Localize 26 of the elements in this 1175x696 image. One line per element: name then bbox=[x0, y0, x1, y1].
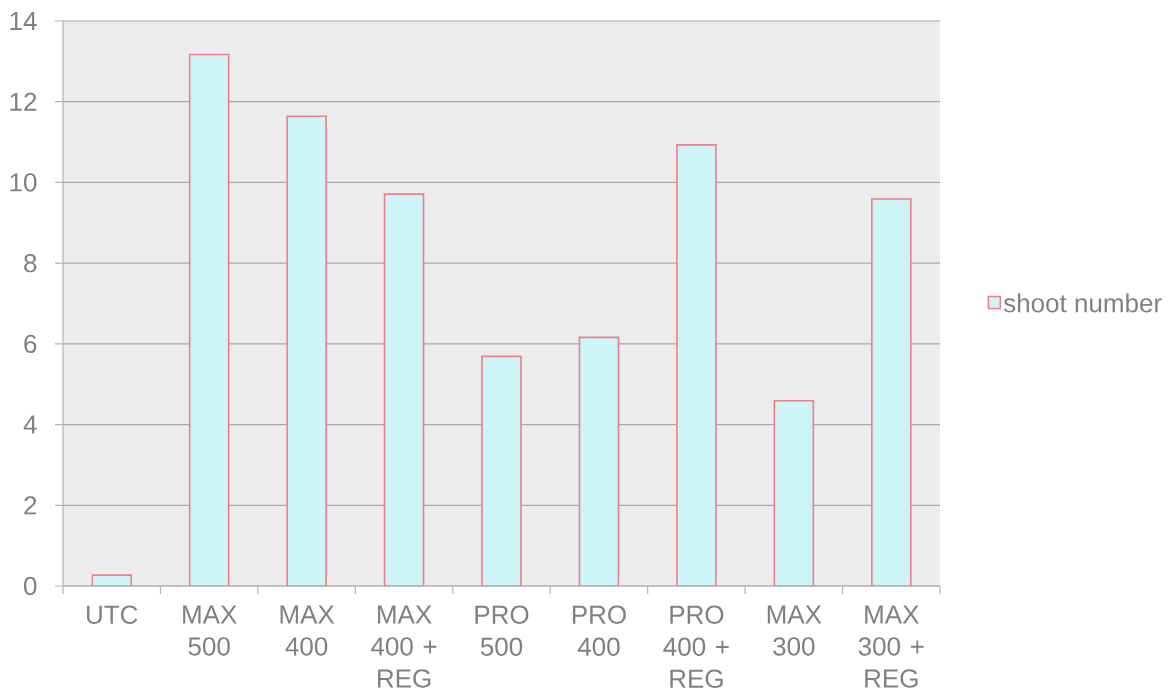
y-tick-label: 2 bbox=[24, 496, 37, 515]
bar bbox=[871, 198, 912, 586]
x-tick-label: PRO 500 bbox=[475, 605, 529, 656]
x-tick-label: MAX 500 bbox=[183, 605, 237, 656]
y-tick-label: 12 bbox=[10, 92, 37, 111]
bar bbox=[481, 355, 522, 586]
y-tick-label: 0 bbox=[24, 576, 37, 596]
bar bbox=[578, 336, 620, 586]
x-tick-label: UTC bbox=[87, 605, 138, 624]
bar bbox=[383, 193, 425, 586]
bar bbox=[773, 399, 815, 586]
x-tick-label: PRO 400 + REG bbox=[663, 605, 729, 688]
y-tick-label: 14 bbox=[10, 12, 37, 30]
x-tick-label: PRO 400 bbox=[572, 605, 626, 656]
y-tick-label: 4 bbox=[23, 415, 37, 434]
y-tick-label: 10 bbox=[10, 173, 37, 192]
x-tick-label: MAX 300 + REG bbox=[858, 605, 924, 688]
x-tick-label: MAX 400 bbox=[280, 605, 335, 656]
bar bbox=[188, 53, 230, 586]
bar bbox=[676, 144, 717, 586]
y-tick-label: 8 bbox=[24, 253, 37, 273]
x-tick-label: MAX 400 + REG bbox=[371, 605, 437, 688]
legend-label: shoot number bbox=[1003, 293, 1162, 313]
x-tick-label: MAX 300 bbox=[767, 605, 822, 656]
y-tick-label: 6 bbox=[24, 334, 37, 354]
bar bbox=[286, 115, 327, 586]
